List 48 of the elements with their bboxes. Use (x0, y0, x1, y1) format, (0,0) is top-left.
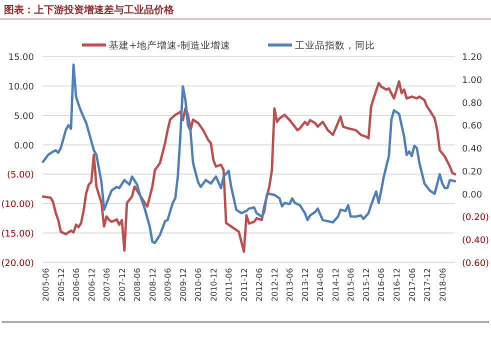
y-tick-label: (5.00) (6, 170, 34, 181)
y-tick-label: 0.00 (14, 141, 34, 152)
y2-tick-label: 0.60 (462, 122, 482, 132)
y2-tick-label: (0.60) (462, 258, 490, 269)
y-tick-label: 15.00 (8, 53, 34, 64)
legend-label: 基建+地产增速-制造业增速 (109, 40, 230, 52)
y-tick-label: (20.00) (1, 258, 34, 269)
x-tick-label: 2006-06 (72, 268, 82, 302)
y2-tick-label: 1.00 (462, 76, 482, 86)
y-tick-label: 10.00 (8, 82, 34, 93)
x-tick-label: 2008-12 (148, 268, 158, 302)
y2-tick-label: (0.20) (462, 213, 490, 224)
x-tick-label: 2014-06 (316, 268, 326, 302)
x-tick-label: 2011-12 (240, 268, 249, 302)
y2-tick-label: 0.40 (462, 144, 482, 155)
x-tick-label: 2007-06 (102, 268, 112, 302)
x-tick-label: 2009-06 (164, 268, 173, 302)
x-tick-label: 2010-06 (194, 268, 204, 302)
x-tick-label: 2005-12 (56, 268, 66, 302)
x-tick-label: 2008-06 (133, 268, 142, 302)
x-tick-label: 2016-06 (377, 268, 386, 302)
x-tick-label: 2005-06 (42, 268, 51, 302)
x-tick-label: 2015-12 (362, 268, 371, 302)
y2-tick-label: 0.20 (462, 167, 482, 178)
legend-label: 工业品指数，同比 (295, 40, 375, 52)
chart-title: 图表：上下游投资增速差与工业品价格 (4, 4, 175, 16)
y2-tick-label: 0.00 (462, 190, 482, 200)
x-tick-label: 2017-12 (423, 268, 432, 302)
x-tick-label: 2017-06 (408, 268, 417, 302)
y2-tick-label: (0.40) (462, 236, 490, 246)
x-tick-label: 2012-12 (270, 268, 280, 302)
y-tick-label: (10.00) (1, 200, 34, 210)
x-tick-label: 2013-12 (300, 268, 310, 302)
y-tick-label: (15.00) (1, 229, 34, 240)
x-tick-label: 2007-12 (118, 268, 127, 302)
x-tick-label: 2013-06 (286, 268, 295, 302)
y-tick-label: 5.00 (14, 112, 34, 122)
x-tick-label: 2012-06 (255, 268, 264, 302)
x-tick-label: 2011-06 (224, 268, 234, 302)
x-tick-label: 2010-12 (209, 268, 218, 302)
x-tick-label: 2018-06 (438, 268, 448, 302)
y2-tick-label: 0.80 (462, 98, 482, 109)
x-tick-label: 2006-12 (87, 268, 96, 302)
x-tick-label: 2009-12 (178, 268, 188, 302)
x-tick-label: 2016-12 (392, 268, 402, 302)
x-tick-label: 2015-06 (346, 268, 356, 302)
y2-tick-label: 1.20 (462, 53, 482, 64)
x-tick-label: 2014-12 (331, 268, 340, 302)
